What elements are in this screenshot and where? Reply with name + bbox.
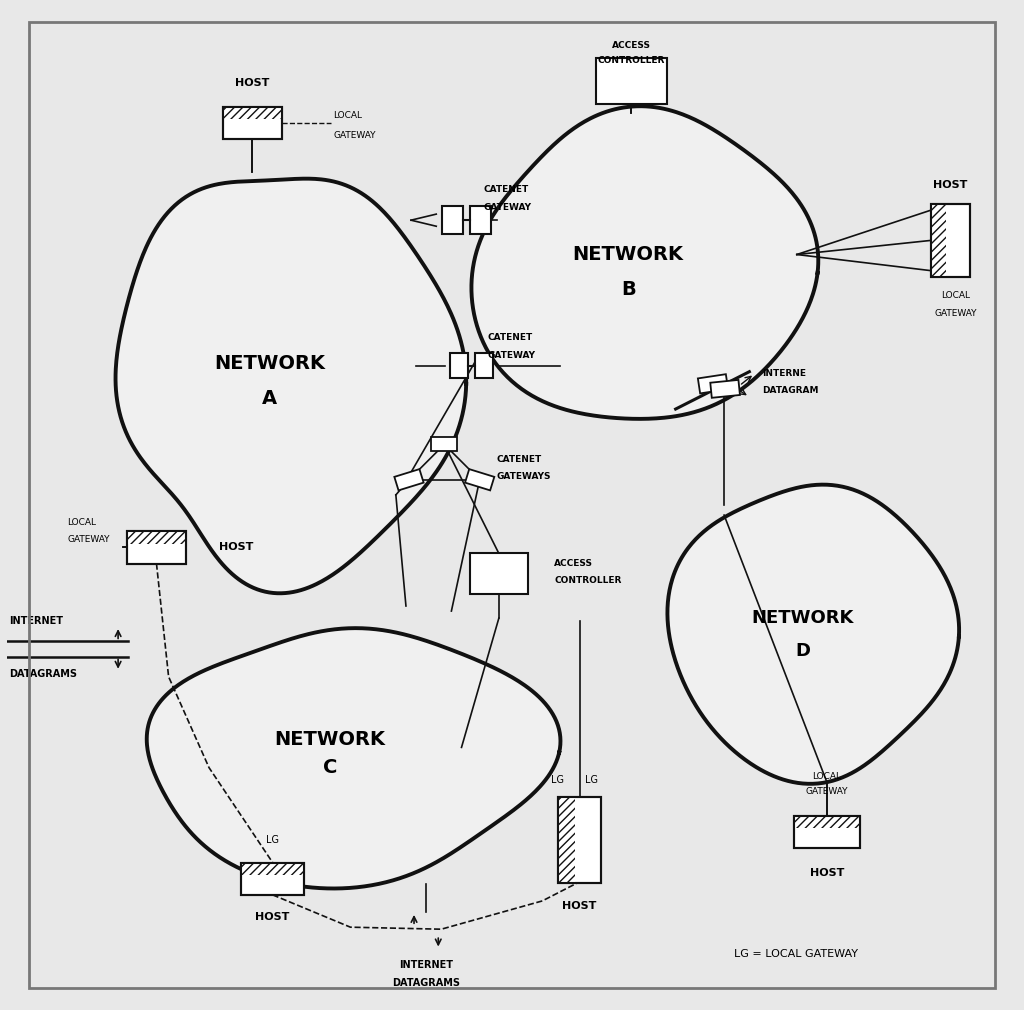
Bar xyxy=(127,531,185,564)
Text: CONTROLLER: CONTROLLER xyxy=(597,57,665,65)
Text: CONTROLLER: CONTROLLER xyxy=(554,577,622,585)
Bar xyxy=(394,469,424,491)
Bar xyxy=(795,816,860,848)
Bar xyxy=(242,863,304,895)
Text: NETWORK: NETWORK xyxy=(214,355,325,373)
Bar xyxy=(558,798,601,883)
Text: ACCESS: ACCESS xyxy=(611,41,650,49)
Text: DATAGRAM: DATAGRAM xyxy=(763,387,819,395)
Text: INTERNET: INTERNET xyxy=(9,616,63,626)
Bar xyxy=(450,354,469,378)
Bar xyxy=(698,374,728,394)
Text: D: D xyxy=(796,642,810,661)
Bar xyxy=(431,437,458,451)
Text: GATEWAY: GATEWAY xyxy=(806,788,848,796)
Text: NETWORK: NETWORK xyxy=(752,609,854,627)
Text: GATEWAY: GATEWAY xyxy=(483,203,531,211)
Text: B: B xyxy=(621,281,636,299)
Bar xyxy=(795,816,860,848)
Bar xyxy=(558,798,601,883)
Text: DATAGRAMS: DATAGRAMS xyxy=(392,978,460,988)
Text: GATEWAYS: GATEWAYS xyxy=(497,473,551,481)
Text: LG = LOCAL GATEWAY: LG = LOCAL GATEWAY xyxy=(734,949,858,960)
Text: NETWORK: NETWORK xyxy=(572,245,684,264)
Bar xyxy=(242,863,304,875)
Text: A: A xyxy=(262,390,278,408)
Text: INTERNET: INTERNET xyxy=(399,960,454,970)
Bar xyxy=(470,206,492,234)
Text: HOST: HOST xyxy=(255,912,290,922)
Bar xyxy=(127,531,185,543)
Polygon shape xyxy=(146,628,560,889)
Text: CATENET: CATENET xyxy=(487,333,534,341)
Text: GATEWAY: GATEWAY xyxy=(68,535,111,543)
Text: LG: LG xyxy=(551,775,564,785)
Bar xyxy=(931,204,970,277)
Polygon shape xyxy=(471,106,818,419)
Bar xyxy=(465,469,495,491)
Text: LG: LG xyxy=(586,775,598,785)
Text: GATEWAY: GATEWAY xyxy=(934,309,977,317)
Bar xyxy=(127,531,185,564)
Bar xyxy=(242,863,304,895)
Bar xyxy=(475,354,494,378)
Text: CATENET: CATENET xyxy=(483,186,529,194)
Text: HOST: HOST xyxy=(236,78,269,88)
Text: HOST: HOST xyxy=(219,542,254,552)
Polygon shape xyxy=(668,485,959,784)
Text: C: C xyxy=(323,759,337,777)
Bar xyxy=(223,107,282,139)
Bar xyxy=(441,206,463,234)
Bar xyxy=(931,204,970,277)
Bar xyxy=(596,58,667,103)
Bar xyxy=(931,204,946,277)
Text: CATENET: CATENET xyxy=(497,456,542,464)
Text: INTERNE: INTERNE xyxy=(763,370,807,378)
Text: ACCESS: ACCESS xyxy=(554,560,594,568)
Text: LOCAL: LOCAL xyxy=(813,773,842,781)
Text: LOCAL: LOCAL xyxy=(333,111,362,119)
Bar xyxy=(558,798,574,883)
Text: HOST: HOST xyxy=(933,180,968,190)
Text: NETWORK: NETWORK xyxy=(274,730,386,748)
Text: LOCAL: LOCAL xyxy=(68,518,96,526)
Text: LG: LG xyxy=(266,835,280,845)
Text: LOCAL: LOCAL xyxy=(941,292,970,300)
Bar xyxy=(223,107,282,119)
Text: HOST: HOST xyxy=(810,868,845,878)
Polygon shape xyxy=(116,179,466,593)
Bar xyxy=(795,816,860,828)
Bar xyxy=(470,553,528,594)
Text: GATEWAY: GATEWAY xyxy=(487,351,536,360)
Text: HOST: HOST xyxy=(562,901,597,911)
Text: GATEWAY: GATEWAY xyxy=(333,131,376,139)
Text: DATAGRAMS: DATAGRAMS xyxy=(9,669,77,679)
Bar xyxy=(223,107,282,139)
Bar xyxy=(711,380,740,398)
